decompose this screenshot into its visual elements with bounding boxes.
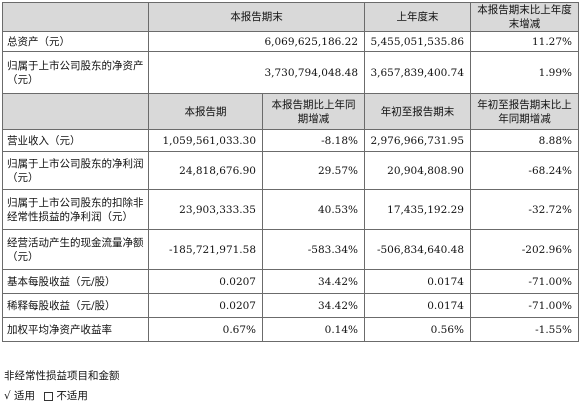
value-cell: 34.42% (262, 269, 365, 294)
value-cell: -68.24% (470, 151, 579, 190)
row-label: 归属于上市公司股东的扣除非经常性损益的净利润（元） (2, 189, 149, 230)
table-row: 基本每股收益（元/股） 0.0207 34.42% 0.0174 -71.00% (2, 269, 579, 294)
table-row: 稀释每股收益（元/股） 0.0207 34.42% 0.0174 -71.00% (2, 293, 579, 318)
row-label: 稀释每股收益（元/股） (2, 293, 149, 318)
value-cell: 0.0174 (364, 293, 471, 318)
header-blank (2, 93, 149, 130)
value-cell: -202.96% (470, 229, 579, 270)
checkbox-icon (44, 391, 54, 401)
check-mark-icon: √ (4, 390, 11, 402)
value-cell: -71.00% (470, 269, 579, 294)
header-ytd: 年初至报告期末 (364, 93, 471, 130)
row-label: 归属于上市公司股东的净利润（元） (2, 151, 149, 190)
applicability-line: √ 适用 不适用 (4, 388, 88, 403)
value-cell: 0.56% (364, 317, 471, 342)
value-cell: -185,721,971.58 (148, 229, 263, 270)
value-cell: 23,903,333.35 (148, 189, 263, 230)
value-cell: 6,069,625,186.22 (148, 31, 365, 52)
option-applicable: 适用 (14, 390, 36, 402)
header-period-end: 本报告期末 (148, 2, 365, 32)
financial-table: 本报告期末 上年度末 本报告期末比上年度末增减 总资产（元） 6,069,625… (2, 2, 579, 342)
value-cell: 3,730,794,048.48 (148, 51, 365, 94)
row-label: 经营活动产生的现金流量净额（元） (2, 229, 149, 270)
value-cell: 1,059,561,033.30 (148, 129, 263, 152)
value-cell: 2,976,966,731.95 (364, 129, 471, 152)
value-cell: 3,657,839,400.74 (364, 51, 471, 94)
value-cell: -1.55% (470, 317, 579, 342)
value-cell: -32.72% (470, 189, 579, 230)
table2-header-row: 本报告期 本报告期比上年同期增减 年初至报告期末 年初至报告期末比上年同期增减 (2, 93, 579, 130)
value-cell: -8.18% (262, 129, 365, 152)
header-change: 本报告期末比上年度末增减 (470, 2, 579, 32)
value-cell: 1.99% (470, 51, 579, 94)
table-row: 总资产（元） 6,069,625,186.22 5,455,051,535.86… (2, 31, 579, 52)
header-period-yoy: 本报告期比上年同期增减 (262, 93, 365, 130)
row-label: 总资产（元） (2, 31, 149, 52)
header-blank (2, 2, 149, 32)
value-cell: 40.53% (262, 189, 365, 230)
value-cell: 5,455,051,535.86 (364, 31, 471, 52)
value-cell: -583.34% (262, 229, 365, 270)
table-row: 经营活动产生的现金流量净额（元） -185,721,971.58 -583.34… (2, 229, 579, 270)
table-row: 加权平均净资产收益率 0.67% 0.14% 0.56% -1.55% (2, 317, 579, 342)
value-cell: 17,435,192.29 (364, 189, 471, 230)
value-cell: 34.42% (262, 293, 365, 318)
value-cell: -506,834,640.48 (364, 229, 471, 270)
option-not-applicable: 不适用 (56, 390, 88, 402)
value-cell: 8.88% (470, 129, 579, 152)
row-label: 归属于上市公司股东的净资产（元） (2, 51, 149, 94)
header-ytd-yoy: 年初至报告期末比上年同期增减 (470, 93, 579, 130)
row-label: 加权平均净资产收益率 (2, 317, 149, 342)
value-cell: 0.67% (148, 317, 263, 342)
value-cell: 24,818,676.90 (148, 151, 263, 190)
header-current-period: 本报告期 (148, 93, 263, 130)
value-cell: 11.27% (470, 31, 579, 52)
value-cell: 0.0174 (364, 269, 471, 294)
value-cell: 0.14% (262, 317, 365, 342)
value-cell: 0.0207 (148, 269, 263, 294)
row-label: 基本每股收益（元/股） (2, 269, 149, 294)
table1-header-row: 本报告期末 上年度末 本报告期末比上年度末增减 (2, 2, 579, 32)
value-cell: 0.0207 (148, 293, 263, 318)
header-prior-year-end: 上年度末 (364, 2, 471, 32)
table-row: 营业收入（元） 1,059,561,033.30 -8.18% 2,976,96… (2, 129, 579, 152)
table-row: 归属于上市公司股东的扣除非经常性损益的净利润（元） 23,903,333.35 … (2, 189, 579, 230)
table-row: 归属于上市公司股东的净利润（元） 24,818,676.90 29.57% 20… (2, 151, 579, 190)
footer-note: 非经常性损益项目和金额 (4, 370, 120, 382)
value-cell: 20,904,808.90 (364, 151, 471, 190)
table-row: 归属于上市公司股东的净资产（元） 3,730,794,048.48 3,657,… (2, 51, 579, 94)
value-cell: -71.00% (470, 293, 579, 318)
row-label: 营业收入（元） (2, 129, 149, 152)
value-cell: 29.57% (262, 151, 365, 190)
